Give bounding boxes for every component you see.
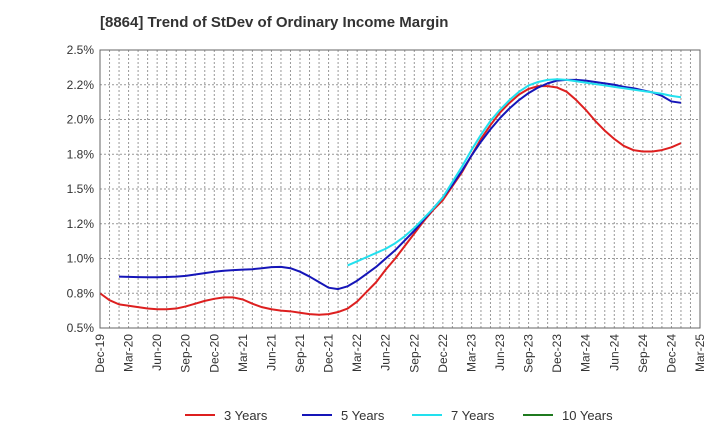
x-tick-label: Dec-20 — [207, 334, 221, 373]
y-axis-labels: 0.5% 0.8% 1.0% 1.2% 1.5% 1.8% 2.0% 2.2% 2.5% — [67, 43, 95, 335]
y-tick-label: 0.8% — [67, 286, 95, 300]
y-tick-label: 2.0% — [67, 113, 95, 127]
x-tick-label: Sep-22 — [407, 334, 421, 373]
x-tick-label: Mar-20 — [122, 334, 136, 372]
series-line-3-years — [99, 85, 682, 316]
x-tick-label: Mar-22 — [350, 334, 364, 372]
x-tick-label: Jun-22 — [379, 334, 393, 371]
y-tick-label: 2.2% — [67, 78, 95, 92]
legend-label: 7 Years — [451, 408, 495, 423]
y-tick-label: 2.5% — [67, 43, 95, 57]
y-tick-label: 1.5% — [67, 182, 95, 196]
x-tick-label: Dec-21 — [322, 334, 336, 373]
y-tick-label: 0.5% — [67, 321, 95, 335]
x-tick-label: Sep-20 — [179, 334, 193, 373]
x-axis-labels: Dec-19 Mar-20 Jun-20 Sep-20 Dec-20 Mar-21 Jun-… — [93, 334, 707, 373]
legend-label: 10 Years — [562, 408, 613, 423]
y-tick-label: 1.2% — [67, 217, 95, 231]
y-tick-label: 1.0% — [67, 252, 95, 266]
legend-label: 5 Years — [341, 408, 385, 423]
x-tick-label: Dec-19 — [93, 334, 107, 373]
x-tick-label: Mar-21 — [236, 334, 250, 372]
x-tick-label: Jun-21 — [264, 334, 278, 371]
y-tick-label: 1.8% — [67, 147, 95, 161]
series-line-5-years — [119, 78, 682, 291]
x-tick-label: Sep-24 — [636, 334, 650, 373]
chart-title: [8864] Trend of StDev of Ordinary Income… — [100, 14, 449, 31]
series-line-7-years — [347, 78, 682, 267]
x-tick-label: Sep-21 — [293, 334, 307, 373]
legend-label: 3 Years — [224, 408, 268, 423]
x-tick-label: Mar-23 — [464, 334, 478, 372]
x-tick-label: Dec-22 — [436, 334, 450, 373]
x-tick-label: Jun-20 — [150, 334, 164, 371]
x-tick-label: Mar-24 — [579, 334, 593, 372]
x-tick-label: Sep-23 — [522, 334, 536, 373]
plot-area-border — [99, 49, 701, 329]
x-tick-label: Dec-23 — [550, 334, 564, 373]
series-lines — [99, 78, 682, 316]
x-tick-label: Mar-25 — [693, 334, 707, 372]
legend: 3 Years 5 Years 7 Years 10 Years — [185, 408, 613, 423]
x-tick-label: Dec-24 — [664, 334, 678, 373]
x-tick-label: Jun-24 — [607, 334, 621, 371]
x-tick-label: Jun-23 — [493, 334, 507, 371]
